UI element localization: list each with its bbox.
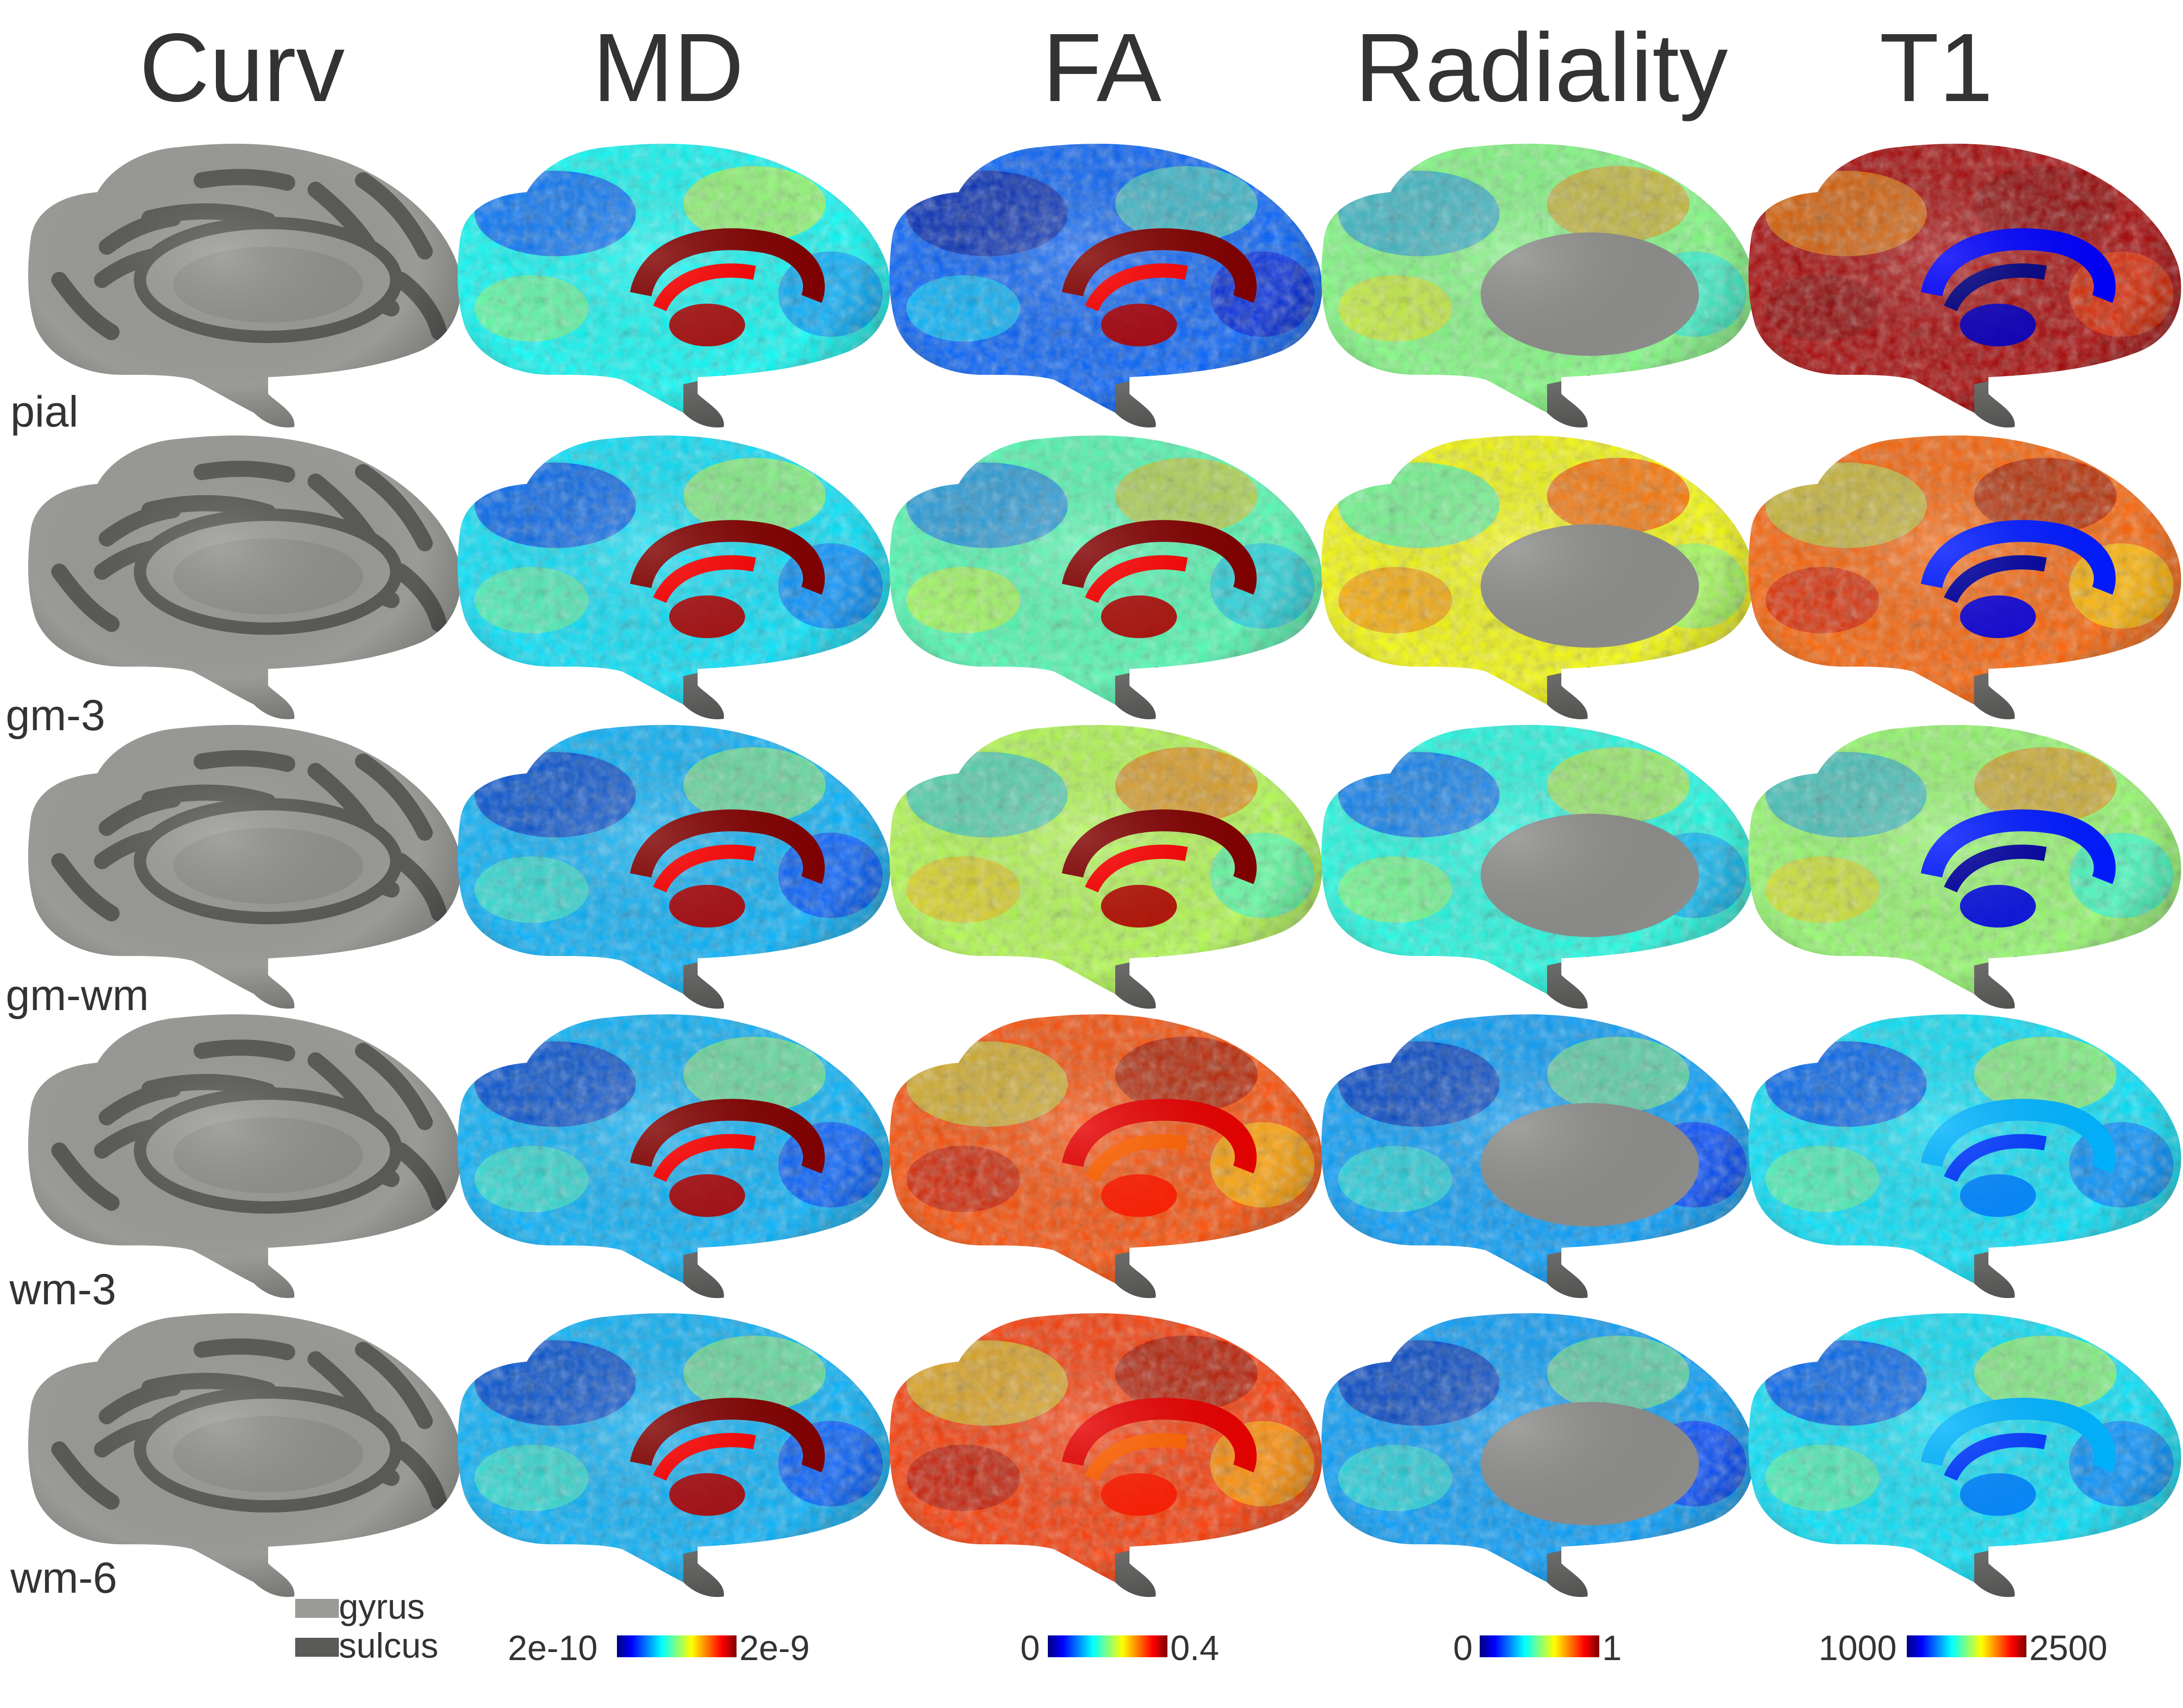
radiality-colorbar-max: 1: [1602, 1628, 1622, 1668]
brain-radiality-wm-6: [1321, 1313, 1754, 1597]
fa-colorbar-max: 0.4: [1170, 1628, 1219, 1668]
radiality-colorbar-min: 0: [1453, 1628, 1473, 1668]
brain-curv-gm-wm: [28, 724, 461, 1009]
t1-colorbar-min: 1000: [1819, 1628, 1897, 1668]
brain-radiality-wm-3: [1321, 1014, 1754, 1298]
brain-fa-gm-wm: [889, 724, 1323, 1009]
brain-curv-pial: [28, 143, 461, 427]
row-label-wm-3: wm-3: [9, 1265, 116, 1314]
brain-md-pial: [457, 143, 891, 427]
radiality-colorbar: [1480, 1635, 1599, 1657]
column-title-curv: Curv: [139, 13, 345, 122]
brain-radiality-gm-3: [1321, 435, 1754, 719]
md-colorbar-min: 2e-10: [508, 1628, 598, 1668]
column-title-t1: T1: [1879, 13, 1993, 122]
brain-t1-wm-6: [1748, 1313, 2182, 1597]
brain-radiality-gm-wm: [1321, 724, 1754, 1009]
brain-t1-gm-wm: [1748, 724, 2182, 1009]
brain-fa-wm-6: [889, 1313, 1323, 1597]
brain-t1-wm-3: [1748, 1014, 2182, 1298]
gyrus-label: gyrus: [339, 1587, 425, 1626]
brain-md-wm-3: [457, 1014, 891, 1298]
column-title-radiality: Radiality: [1354, 13, 1728, 122]
row-label-gm-wm: gm-wm: [6, 971, 149, 1020]
row-label-gm-3: gm-3: [6, 691, 105, 740]
column-title-md: MD: [592, 13, 744, 122]
brain-fa-wm-3: [889, 1014, 1323, 1298]
fa-colorbar-min: 0: [1020, 1628, 1040, 1668]
brain-radiality-pial: [1321, 143, 1754, 427]
brain-fa-pial: [889, 143, 1323, 427]
row-label-pial: pial: [10, 388, 79, 436]
brain-curv-wm-6: [28, 1313, 461, 1597]
brain-md-gm-wm: [457, 724, 891, 1009]
brain-curv-wm-3: [28, 1014, 461, 1298]
column-title-fa: FA: [1042, 13, 1162, 122]
row-label-wm-6: wm-6: [10, 1554, 117, 1602]
fa-colorbar: [1048, 1635, 1167, 1657]
gyrus-swatch: [295, 1599, 339, 1618]
sulcus-label: sulcus: [339, 1626, 438, 1665]
t1-colorbar: [1907, 1635, 2026, 1657]
brain-md-gm-3: [457, 435, 891, 719]
md-colorbar: [617, 1635, 737, 1657]
brain-md-wm-6: [457, 1313, 891, 1597]
brain-fa-gm-3: [889, 435, 1323, 719]
brain-t1-gm-3: [1748, 435, 2182, 719]
sulcus-swatch: [295, 1638, 339, 1657]
brain-curv-gm-3: [28, 435, 461, 719]
brain-t1-pial: [1748, 143, 2182, 427]
md-colorbar-max: 2e-9: [739, 1628, 810, 1668]
t1-colorbar-max: 2500: [2029, 1628, 2108, 1668]
